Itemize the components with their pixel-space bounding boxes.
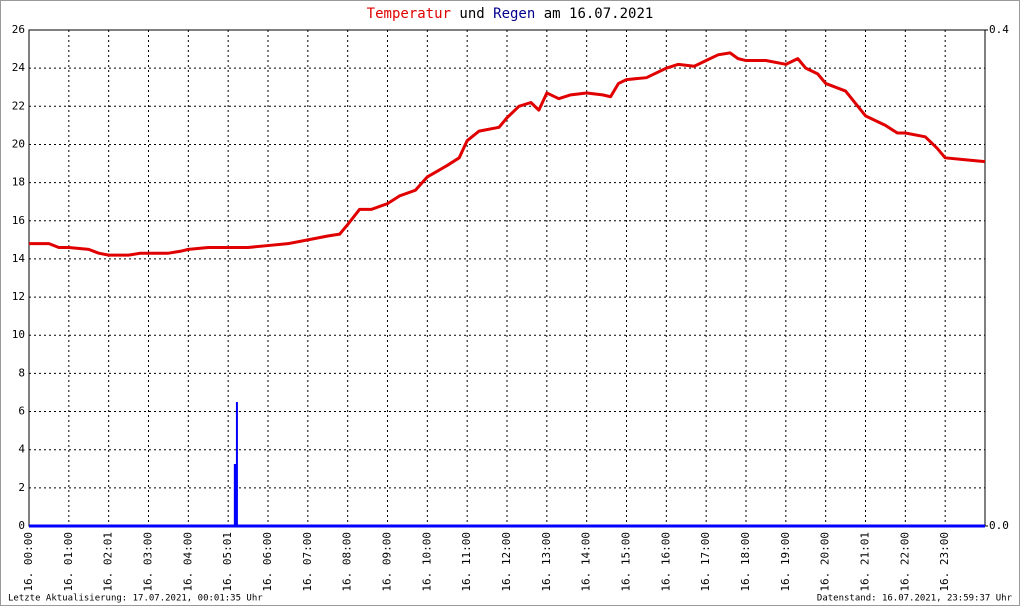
y-tick-label: 10 [12,328,25,341]
x-tick-label: 16. 02:01 [102,532,115,592]
x-tick-label: 16. 04:00 [181,532,194,592]
x-tick-label: 16. 06:00 [261,532,274,592]
title-suffix: am 16.07.2021 [544,6,654,22]
x-tick-label: 16. 19:00 [779,532,792,592]
x-tick-label: 16. 21:01 [859,532,872,592]
y-tick-label: 22 [12,99,25,112]
y-tick-label: 8 [18,366,25,379]
y-tick-label: 2 [18,481,25,494]
y-tick-label: 24 [12,61,26,74]
y-tick-label: 0 [18,519,25,532]
rain-bar [235,402,238,526]
y-tick-label: 20 [12,137,25,150]
footer-left: Letzte Aktualisierung: 17.07.2021, 00:01… [8,594,263,604]
x-tick-label: 16. 07:00 [301,532,314,592]
y-tick-label: 6 [18,405,25,418]
y2-tick-label: 0.4 [989,23,1009,36]
x-tick-label: 16. 17:00 [699,532,712,592]
y-tick-label: 18 [12,176,25,189]
title-temperature: Temperatur [367,6,451,22]
x-tick-label: 16. 16:00 [659,532,672,592]
x-tick-label: 16. 23:00 [938,532,951,592]
title-rain: Regen [493,6,535,22]
x-tick-label: 16. 12:00 [500,532,513,592]
x-tick-label: 16. 20:00 [819,532,832,592]
x-tick-label: 16. 10:00 [420,532,433,592]
x-tick-label: 16. 15:00 [620,532,633,592]
y-tick-label: 16 [12,214,25,227]
chart-title: Temperatur und Regen am 16.07.2021 [367,6,654,22]
y-tick-label: 4 [18,443,25,456]
x-tick-label: 16. 22:00 [898,532,911,592]
y-tick-label: 26 [12,23,25,36]
x-tick-label: 16. 09:00 [381,532,394,592]
x-tick-label: 16. 03:00 [142,532,155,592]
rain-bar [233,464,237,526]
title-connector: und [459,6,484,22]
temperature-line [29,51,986,257]
footer-right: Datenstand: 16.07.2021, 23:59:37 Uhr [817,594,1013,604]
x-tick-label: 16. 14:00 [580,532,593,592]
x-tick-label: 16. 13:00 [540,532,553,592]
x-tick-label: 16. 18:00 [739,532,752,592]
y-tick-label: 12 [12,290,25,303]
x-tick-label: 16. 00:00 [22,532,35,592]
y2-tick-label: 0.0 [989,519,1009,532]
x-tick-label: 16. 08:00 [341,532,354,592]
x-tick-label: 16. 01:00 [62,532,75,592]
x-tick-label: 16. 05:01 [221,532,234,592]
x-tick-label: 16. 11:00 [460,532,473,592]
y-tick-label: 14 [12,252,26,265]
